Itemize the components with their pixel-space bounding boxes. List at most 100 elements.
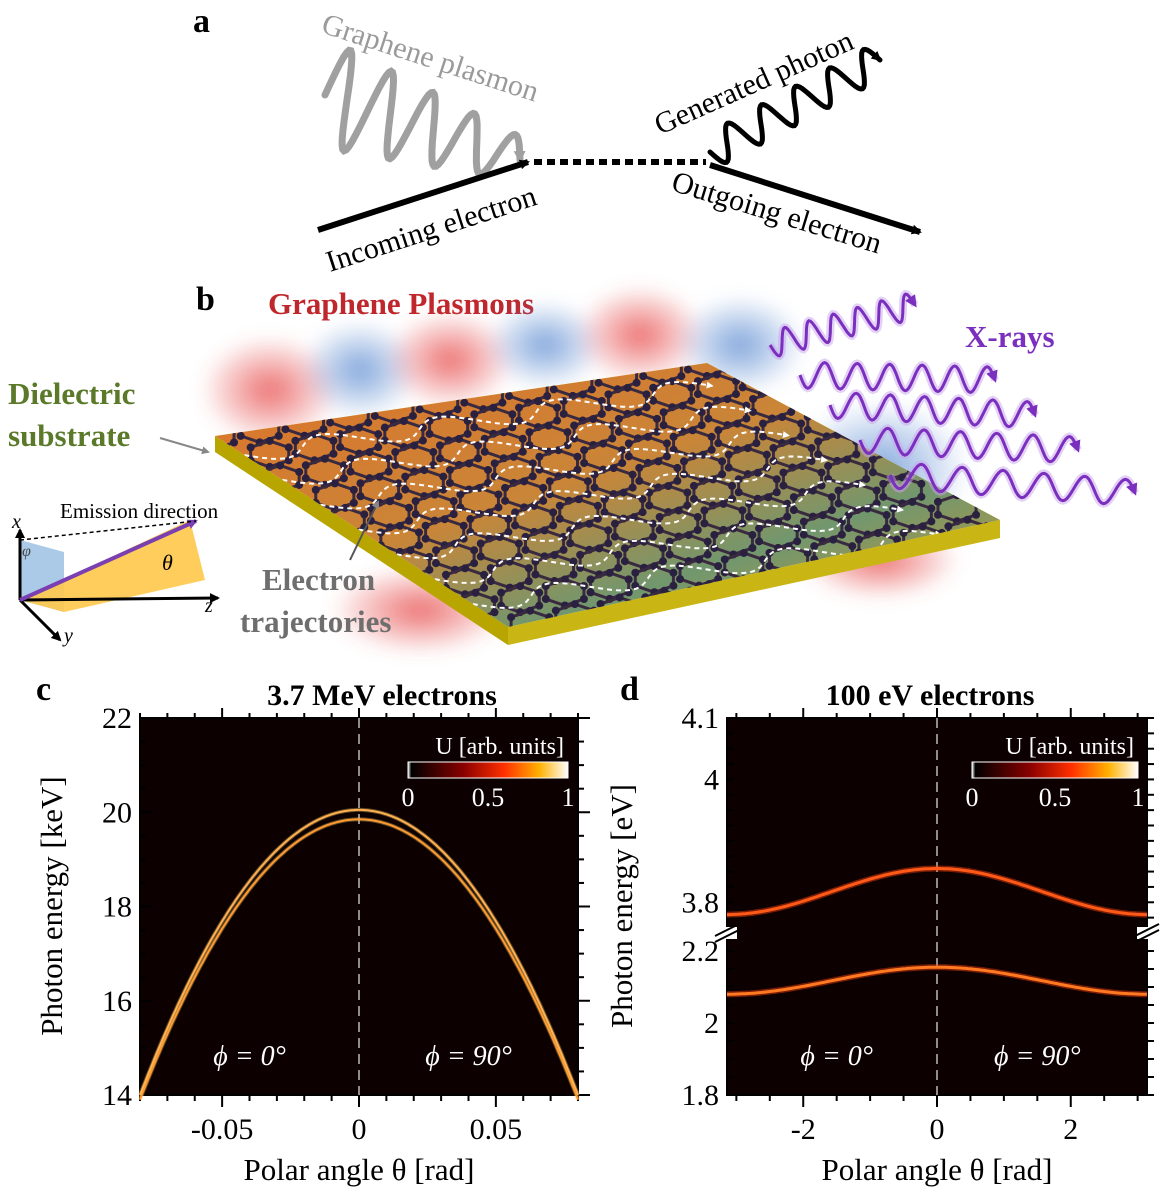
carbon-atom — [460, 398, 469, 407]
carbon-atom — [415, 405, 424, 414]
carbon-atom — [917, 479, 926, 488]
projection-dashed-line — [19, 520, 197, 541]
carbon-atom — [700, 506, 709, 515]
carbon-atom — [803, 412, 812, 421]
carbon-atom — [749, 407, 758, 416]
carbon-atom — [406, 546, 415, 555]
annotation-phi-0: ϕ = 0° — [213, 1041, 286, 1072]
carbon-atom — [714, 426, 723, 435]
carbon-atom — [429, 461, 438, 470]
trajectories-label-line2: trajectories — [240, 604, 391, 639]
carbon-atom — [375, 472, 384, 481]
colorbar-tick: 0.5 — [1039, 783, 1072, 812]
carbon-atom — [559, 545, 568, 554]
carbon-atom — [494, 490, 503, 499]
carbon-atom — [673, 463, 682, 472]
y-tick-label: 2 — [704, 1007, 719, 1040]
carbon-atom — [425, 429, 434, 438]
carbon-atom — [679, 606, 688, 615]
carbon-atom — [586, 588, 595, 597]
carbon-atom — [844, 511, 853, 520]
carbon-atom — [852, 450, 861, 459]
carbon-atom — [490, 595, 499, 604]
colorbar-tick: 0 — [966, 783, 979, 812]
outgoing-electron-arrow — [709, 162, 922, 235]
hexagon-cell — [956, 542, 998, 572]
carbon-atom — [480, 570, 489, 579]
carbon-atom — [585, 519, 594, 528]
carbon-atom — [349, 485, 358, 494]
axis-break-mark — [714, 929, 740, 943]
carbon-atom — [570, 600, 579, 609]
carbon-atom — [768, 593, 777, 602]
carbon-atom — [814, 437, 823, 446]
carbon-atom — [734, 488, 743, 497]
carbon-atom — [674, 506, 683, 515]
carbon-atom — [420, 466, 429, 475]
carbon-atom — [827, 493, 836, 502]
carbon-atom — [655, 513, 664, 522]
carbon-atom — [486, 577, 495, 586]
carbon-atom — [518, 434, 527, 443]
carbon-atom — [490, 608, 499, 617]
carbon-atom — [789, 493, 798, 502]
carbon-atom — [320, 454, 329, 463]
carbon-atom — [748, 530, 757, 539]
carbon-atom — [697, 408, 706, 417]
carbon-atom — [291, 436, 300, 445]
carbon-atom — [449, 510, 458, 519]
carbon-atom — [631, 568, 640, 577]
carbon-atom — [844, 524, 853, 533]
carbon-atom — [463, 429, 472, 438]
carbon-atom — [453, 405, 462, 414]
carbon-atom — [539, 496, 548, 505]
axis-break-mark — [1134, 923, 1160, 937]
carbon-atom — [872, 486, 881, 495]
carbon-atom — [643, 432, 652, 441]
carbon-atom — [499, 428, 508, 437]
carbon-atom — [569, 557, 578, 566]
carbon-atom — [284, 456, 293, 465]
carbon-atom — [659, 421, 668, 430]
carbon-atom — [281, 425, 290, 434]
y-tick-label: 16 — [102, 985, 132, 1018]
xray-wave — [798, 360, 998, 395]
carbon-atom — [927, 517, 936, 526]
carbon-atom — [707, 432, 716, 441]
carbon-atom — [933, 510, 942, 519]
carbon-atom — [724, 463, 733, 472]
carbon-atom — [380, 436, 389, 445]
carbon-atom — [401, 485, 410, 494]
carbon-atom — [624, 439, 633, 448]
carbon-atom — [507, 613, 516, 622]
carbon-atom — [765, 561, 774, 570]
carbon-atom — [695, 555, 704, 564]
carbon-atom — [587, 385, 596, 394]
trajectory-line — [396, 480, 867, 560]
carbon-atom — [659, 408, 668, 417]
carbon-atom — [810, 542, 819, 551]
carbon-atom — [544, 421, 553, 430]
carbon-atom — [973, 566, 982, 575]
carbon-atom — [732, 390, 741, 399]
carbon-atom — [439, 472, 448, 481]
carbon-atom — [927, 504, 936, 513]
series-line — [727, 867, 1147, 917]
carbon-atom — [356, 492, 365, 501]
carbon-atom — [779, 481, 788, 490]
carbon-atom — [624, 575, 633, 584]
carbon-atom — [788, 437, 797, 446]
carbon-atom — [301, 474, 310, 483]
series-line — [139, 808, 579, 1096]
substrate-slab-side — [508, 520, 1000, 645]
carbon-atom — [665, 537, 674, 546]
carbon-atom — [590, 483, 599, 492]
carbon-atom — [787, 394, 796, 403]
carbon-atom — [515, 403, 524, 412]
panel-c-label: c — [36, 671, 51, 708]
coordinate-inset: x z y φ θ Emission direction — [11, 499, 220, 647]
carbon-atom — [664, 482, 673, 491]
carbon-atom — [574, 495, 583, 504]
y-tick-label: 18 — [102, 891, 132, 924]
carbon-atom — [779, 468, 788, 477]
